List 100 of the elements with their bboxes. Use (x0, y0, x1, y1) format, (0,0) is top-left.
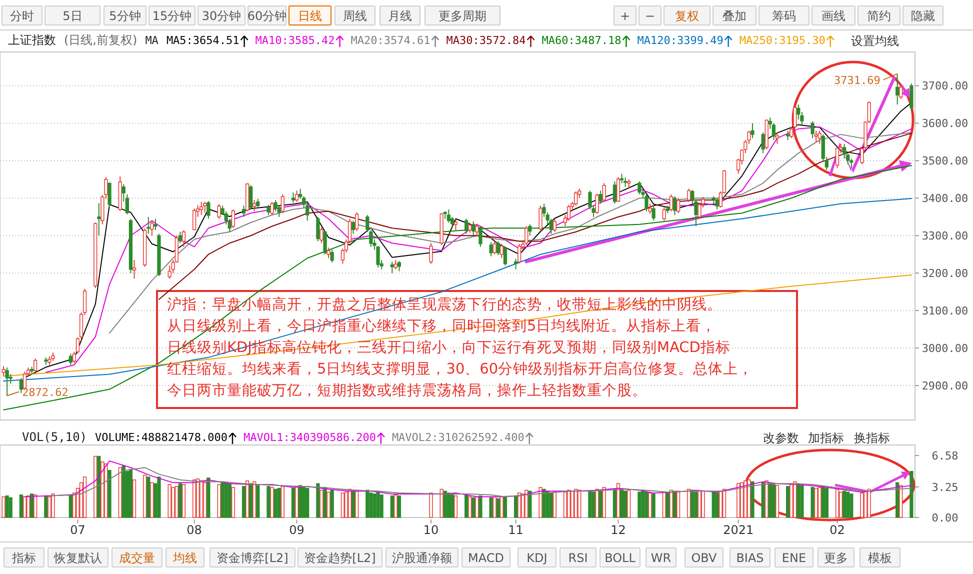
bar (316, 483, 320, 518)
bar (82, 476, 87, 518)
bar (306, 488, 310, 518)
bar (22, 496, 27, 518)
bar (570, 490, 574, 518)
bar (910, 470, 914, 518)
annotation: 今日两市量能破万亿，短期指数或维持震荡格局，操作上轻指数重个股。 (167, 382, 647, 399)
bar (429, 492, 433, 518)
candlestick (270, 201, 274, 216)
x-tick-label: 12 (610, 523, 626, 537)
bar (369, 492, 373, 518)
candlestick (326, 247, 330, 259)
candlestick (252, 200, 256, 212)
text: RSI (568, 551, 588, 565)
candlestick (528, 224, 532, 236)
bar (8, 497, 12, 518)
bar (34, 494, 38, 518)
bar (291, 488, 296, 518)
bar (744, 480, 748, 518)
bar (588, 490, 592, 518)
annotation: 加指标 (808, 431, 844, 445)
candlestick (475, 223, 479, 237)
candlestick (182, 230, 186, 248)
y-tick-label: 3600.00 (922, 117, 968, 130)
bar (867, 488, 871, 518)
chart-title: 上证指数 (8, 33, 56, 47)
legend-label: MA60:3487.18 (542, 34, 622, 47)
y-tick-label: 3.25 (932, 480, 958, 494)
candlestick (200, 201, 204, 216)
bar (850, 494, 854, 518)
candlestick (552, 218, 556, 232)
bar (750, 481, 754, 518)
candlestick (496, 240, 500, 256)
text: 隐藏 (911, 9, 935, 23)
bar (818, 486, 822, 518)
bar (690, 490, 694, 518)
text: WR (650, 551, 672, 565)
y-tick-label: 3500.00 (922, 154, 968, 168)
legend-label: MAVOL1:340390586.200 (243, 431, 376, 444)
bar (245, 480, 250, 518)
text: 模板 (868, 551, 892, 565)
bar (2, 496, 6, 518)
bar (528, 490, 532, 518)
candlestick (810, 120, 814, 139)
bar (100, 462, 104, 518)
bar (648, 492, 652, 518)
candlestick (627, 178, 631, 190)
candlestick (616, 176, 620, 202)
bar (492, 496, 496, 518)
bar (496, 498, 500, 518)
text: 5日 (62, 9, 82, 23)
bar (896, 482, 900, 518)
bar (366, 490, 370, 518)
text: MA (145, 34, 159, 47)
bar (340, 492, 344, 518)
text: − (644, 9, 656, 23)
line-series (3, 274, 912, 377)
candlestick (538, 205, 542, 231)
y-tick-label: 3100.00 (922, 304, 968, 318)
text: MACD (468, 551, 504, 565)
bar (698, 490, 702, 518)
candlestick (468, 222, 472, 234)
bar (97, 456, 101, 518)
bar (326, 492, 330, 518)
candlestick (146, 216, 150, 234)
candlestick (454, 218, 458, 231)
candlestick (320, 226, 324, 244)
bar (256, 485, 260, 518)
bar (740, 482, 744, 518)
candlestick (595, 193, 599, 214)
bar (323, 486, 327, 518)
bar (200, 480, 204, 518)
bar (294, 486, 299, 518)
bar (252, 481, 256, 518)
bar (132, 479, 136, 518)
bar (380, 494, 384, 518)
candlestick (638, 180, 642, 195)
candlestick (672, 196, 677, 216)
candlestick (68, 353, 72, 366)
annotation: 换指标 (854, 431, 890, 445)
candlestick (750, 122, 754, 139)
candlestick (203, 201, 207, 213)
bar (372, 494, 376, 518)
bar (217, 484, 221, 518)
text: OBV (691, 551, 718, 565)
bar (538, 486, 542, 518)
candlestick (899, 83, 903, 100)
legend-label: MA120:3399.49 (637, 34, 724, 47)
bar (796, 483, 800, 518)
bar (578, 490, 582, 518)
bar (790, 484, 794, 518)
line-series (48, 467, 912, 498)
bar (397, 495, 402, 518)
bar (443, 490, 447, 518)
bar (687, 488, 691, 518)
y-tick-label: 0.00 (932, 512, 958, 524)
bar (552, 492, 556, 518)
bar (351, 490, 356, 518)
line-series (3, 165, 912, 410)
text: 叠加 (722, 9, 746, 23)
